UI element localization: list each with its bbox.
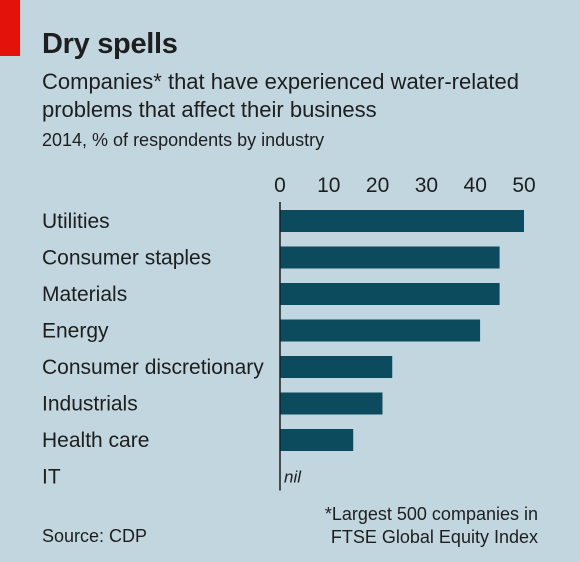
- tick-label-40: 40: [464, 174, 487, 197]
- value-label: nil: [284, 468, 302, 487]
- bar: [280, 283, 500, 305]
- chart-subsubtitle: 2014, % of respondents by industry: [42, 130, 325, 150]
- accent-tab: [0, 0, 20, 56]
- bars: nil: [280, 210, 524, 487]
- category-label: Energy: [42, 320, 109, 343]
- chart-subtitle: Companies* that have experienced water-r…: [42, 69, 519, 122]
- tick-label-0: 0: [274, 174, 286, 197]
- tick-label-30: 30: [415, 174, 438, 197]
- category-label: Industrials: [42, 393, 138, 416]
- chart-title: Dry spells: [42, 28, 178, 60]
- category-label: IT: [42, 466, 61, 489]
- category-label: Utilities: [42, 210, 110, 233]
- tick-label-10: 10: [317, 174, 340, 197]
- footnote: *Largest 500 companies in FTSE Global Eq…: [325, 503, 538, 549]
- bar: [280, 429, 354, 451]
- tick-label-50: 50: [512, 174, 535, 197]
- bar: [280, 210, 524, 232]
- category-labels: Utilities Consumer staples Materials Energy…: [42, 210, 264, 489]
- category-label: Consumer discretionary: [42, 356, 264, 379]
- bar: [280, 392, 383, 415]
- bar: [280, 319, 481, 342]
- footnote-line-1: *Largest 500 companies in: [324, 504, 538, 524]
- category-label: Health care: [42, 429, 149, 452]
- category-label: Consumer staples: [42, 247, 211, 270]
- x-axis-ticks: 0 10 20 30 40 50: [274, 174, 536, 197]
- category-label: Materials: [42, 283, 127, 306]
- bar: [280, 356, 393, 378]
- source-note: Source: CDP: [42, 526, 148, 546]
- bar: [280, 246, 500, 269]
- footnote-line-2: FTSE Global Equity Index: [330, 527, 538, 547]
- tick-label-20: 20: [366, 174, 389, 197]
